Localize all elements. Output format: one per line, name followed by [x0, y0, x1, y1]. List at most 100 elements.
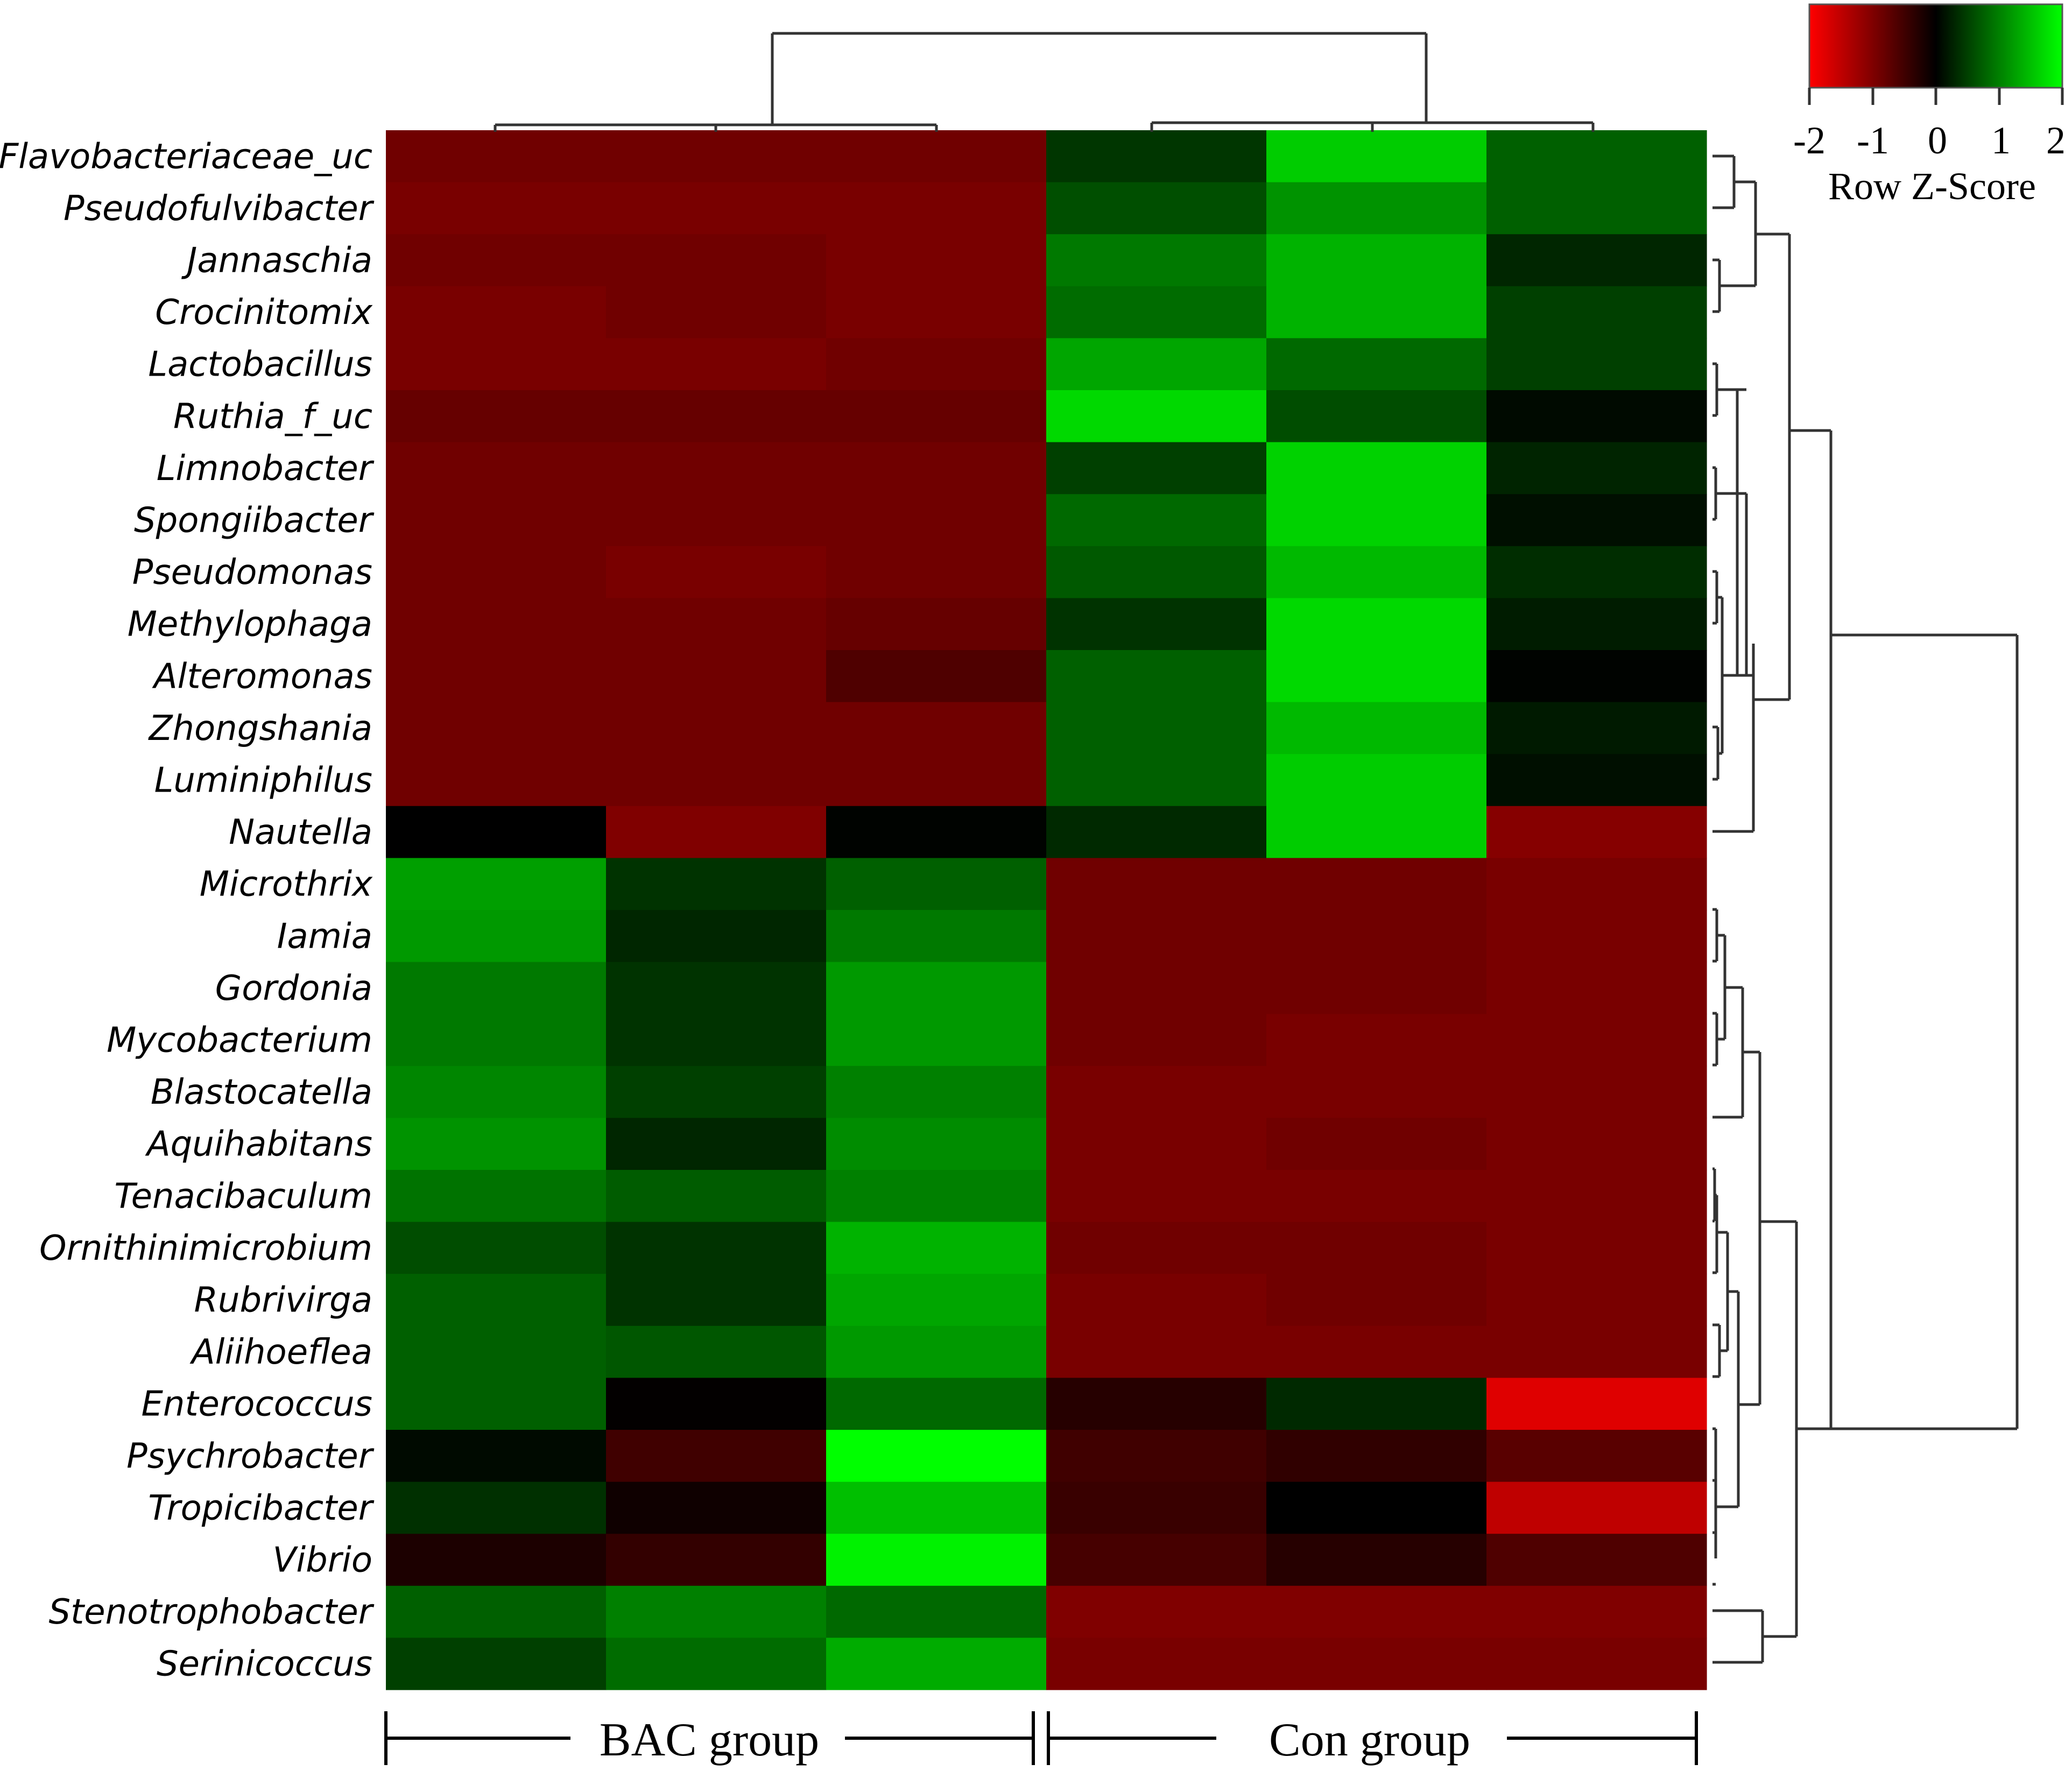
heatmap-cell: [826, 1170, 1047, 1223]
heatmap-cell: [386, 702, 607, 754]
heatmap-cell: [1046, 338, 1267, 391]
heatmap-cell: [386, 1274, 607, 1327]
heatmap-cell: [386, 1325, 607, 1378]
heatmap-cell: [1266, 234, 1487, 287]
heatmap-cell: [826, 130, 1047, 183]
row-label: Aliihoeflea: [189, 1332, 372, 1372]
heatmap-cell: [1046, 1170, 1267, 1223]
row-label: Blastocatella: [151, 1073, 372, 1112]
heatmap-cell: [1486, 130, 1707, 183]
heatmap-cell: [606, 650, 827, 703]
heatmap-cell: [1266, 1325, 1487, 1378]
heatmap-cell: [1266, 1066, 1487, 1118]
heatmap-cell: [606, 858, 827, 911]
heatmap-cell: [1046, 494, 1267, 547]
heatmap-cell: [826, 286, 1047, 338]
heatmap-cell: [1266, 1638, 1487, 1690]
color-key-tick-label: -2: [1793, 119, 1826, 162]
row-label: Pseudofulvibacter: [64, 189, 375, 229]
heatmap-cell: [386, 442, 607, 495]
heatmap-cell: [1046, 962, 1267, 1014]
row-labels: Flavobacteriaceae_uc Pseudofulvibacter Jan…: [0, 137, 375, 1684]
heatmap-cell: [1486, 1430, 1707, 1483]
heatmap-cell: [826, 962, 1047, 1014]
heatmap-cell: [1266, 130, 1487, 183]
heatmap-cell: [1266, 806, 1487, 858]
heatmap-cell: [1266, 1481, 1487, 1534]
row-label: Vibrio: [273, 1541, 372, 1581]
heatmap-cell: [1046, 1638, 1267, 1690]
row-dendrogram: [1712, 154, 2019, 1664]
color-key-ticks: [1808, 88, 2064, 105]
heatmap-cell: [606, 702, 827, 754]
color-key-gradient: [1808, 3, 2063, 89]
heatmap-cell: [1486, 1014, 1707, 1067]
heatmap-cell: [1486, 754, 1707, 807]
heatmap-cell: [386, 182, 607, 235]
heatmap-cell: [386, 234, 607, 287]
heatmap-cell: [606, 234, 827, 287]
heatmap-cell: [606, 546, 827, 598]
heatmap-cell: [386, 1481, 607, 1534]
heatmap-cell: [606, 910, 827, 963]
heatmap-cell: [1046, 234, 1267, 287]
heatmap-cell: [1046, 650, 1267, 703]
row-label: Lactobacillus: [148, 345, 372, 385]
heatmap-cell: [386, 1066, 607, 1118]
row-label: Spongiibacter: [134, 501, 375, 541]
heatmap-cell: [1046, 182, 1267, 235]
heatmap-cell: [826, 390, 1047, 443]
heatmap-cell: [606, 1014, 827, 1067]
heatmap-cell: [826, 1430, 1047, 1483]
row-label: Serinicoccus: [157, 1645, 372, 1684]
heatmap-cell: [606, 494, 827, 547]
heatmap-cell: [386, 650, 607, 703]
heatmap-cell: [606, 1170, 827, 1223]
heatmap-cell: [1266, 598, 1487, 651]
heatmap-cell: [1266, 494, 1487, 547]
heatmap-cell: [606, 390, 827, 443]
heatmap-cell: [606, 338, 827, 391]
heatmap-cell: [386, 130, 607, 183]
heatmap-cells: [386, 130, 1707, 1690]
heatmap-cell: [1046, 858, 1267, 911]
row-label: Microthrix: [200, 865, 373, 905]
row-label: Pseudomonas: [132, 553, 372, 592]
heatmap-cell: [1266, 286, 1487, 338]
heatmap-cell: [826, 1534, 1047, 1586]
heatmap-cell: [1266, 1534, 1487, 1586]
heatmap-cell: [386, 1585, 607, 1638]
heatmap-cell: [1266, 910, 1487, 963]
row-label: Stenotrophobacter: [48, 1592, 374, 1632]
heatmap-cell: [1486, 1222, 1707, 1274]
heatmap-cell: [1266, 1170, 1487, 1223]
heatmap-cell: [826, 910, 1047, 963]
heatmap-cell: [826, 182, 1047, 235]
heatmap-cell: [1266, 858, 1487, 911]
heatmap-cell: [826, 702, 1047, 754]
heatmap-cell: [826, 806, 1047, 858]
heatmap-cell: [386, 910, 607, 963]
heatmap-cell: [1486, 1638, 1707, 1690]
row-label: Alteromonas: [152, 657, 372, 696]
heatmap-cell: [1486, 858, 1707, 911]
heatmap-cell: [1266, 546, 1487, 598]
heatmap-cell: [1266, 962, 1487, 1014]
heatmap-cell: [826, 1585, 1047, 1638]
heatmap-cell: [826, 234, 1047, 287]
row-label: Jannaschia: [181, 241, 372, 281]
heatmap-cell: [386, 1014, 607, 1067]
heatmap-cell: [1266, 702, 1487, 754]
row-label: Mycobacterium: [107, 1021, 372, 1061]
heatmap-cell: [1486, 1066, 1707, 1118]
heatmap-cell: [386, 806, 607, 858]
heatmap-cell: [1046, 1325, 1267, 1378]
heatmap-cell: [606, 598, 827, 651]
row-label: Aquihabitans: [145, 1125, 372, 1165]
heatmap-cell: [1486, 910, 1707, 963]
heatmap-cell: [826, 598, 1047, 651]
heatmap-cell: [1046, 1014, 1267, 1067]
column-dendrogram: [494, 32, 1595, 132]
heatmap-cell: [1266, 390, 1487, 443]
